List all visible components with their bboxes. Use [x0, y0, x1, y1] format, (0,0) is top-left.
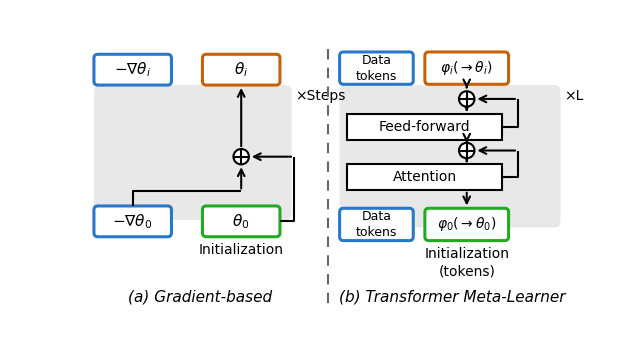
Text: Data
tokens: Data tokens: [356, 210, 397, 239]
Text: $\theta_i$: $\theta_i$: [234, 60, 248, 79]
Text: $\varphi_i(\rightarrow\theta_i)$: $\varphi_i(\rightarrow\theta_i)$: [440, 59, 493, 77]
FancyBboxPatch shape: [94, 54, 172, 85]
Text: ×L: ×L: [564, 89, 584, 103]
Circle shape: [459, 91, 474, 107]
FancyBboxPatch shape: [202, 54, 280, 85]
Text: Feed-forward: Feed-forward: [379, 120, 470, 134]
Text: $-\nabla\theta_0$: $-\nabla\theta_0$: [113, 212, 153, 231]
FancyBboxPatch shape: [340, 208, 413, 241]
FancyBboxPatch shape: [94, 206, 172, 237]
FancyBboxPatch shape: [202, 206, 280, 237]
FancyBboxPatch shape: [425, 208, 509, 241]
Text: Initialization: Initialization: [198, 243, 284, 257]
Text: $\theta_0$: $\theta_0$: [232, 212, 250, 231]
Circle shape: [459, 143, 474, 158]
Text: Initialization
(tokens): Initialization (tokens): [424, 247, 509, 278]
Text: $-\nabla\theta_i$: $-\nabla\theta_i$: [114, 60, 151, 79]
Text: $\varphi_0(\rightarrow\theta_0)$: $\varphi_0(\rightarrow\theta_0)$: [437, 215, 497, 234]
FancyBboxPatch shape: [425, 52, 509, 84]
Text: (b) Transformer Meta-Learner: (b) Transformer Meta-Learner: [339, 289, 565, 304]
FancyBboxPatch shape: [348, 114, 502, 140]
Circle shape: [234, 149, 249, 164]
FancyBboxPatch shape: [340, 85, 561, 227]
Text: (a) Gradient-based: (a) Gradient-based: [128, 289, 272, 304]
FancyBboxPatch shape: [348, 164, 502, 190]
Text: Attention: Attention: [393, 170, 457, 184]
Text: Data
tokens: Data tokens: [356, 54, 397, 83]
FancyBboxPatch shape: [340, 52, 413, 84]
FancyBboxPatch shape: [94, 85, 292, 220]
Text: ×Steps: ×Steps: [296, 89, 346, 103]
